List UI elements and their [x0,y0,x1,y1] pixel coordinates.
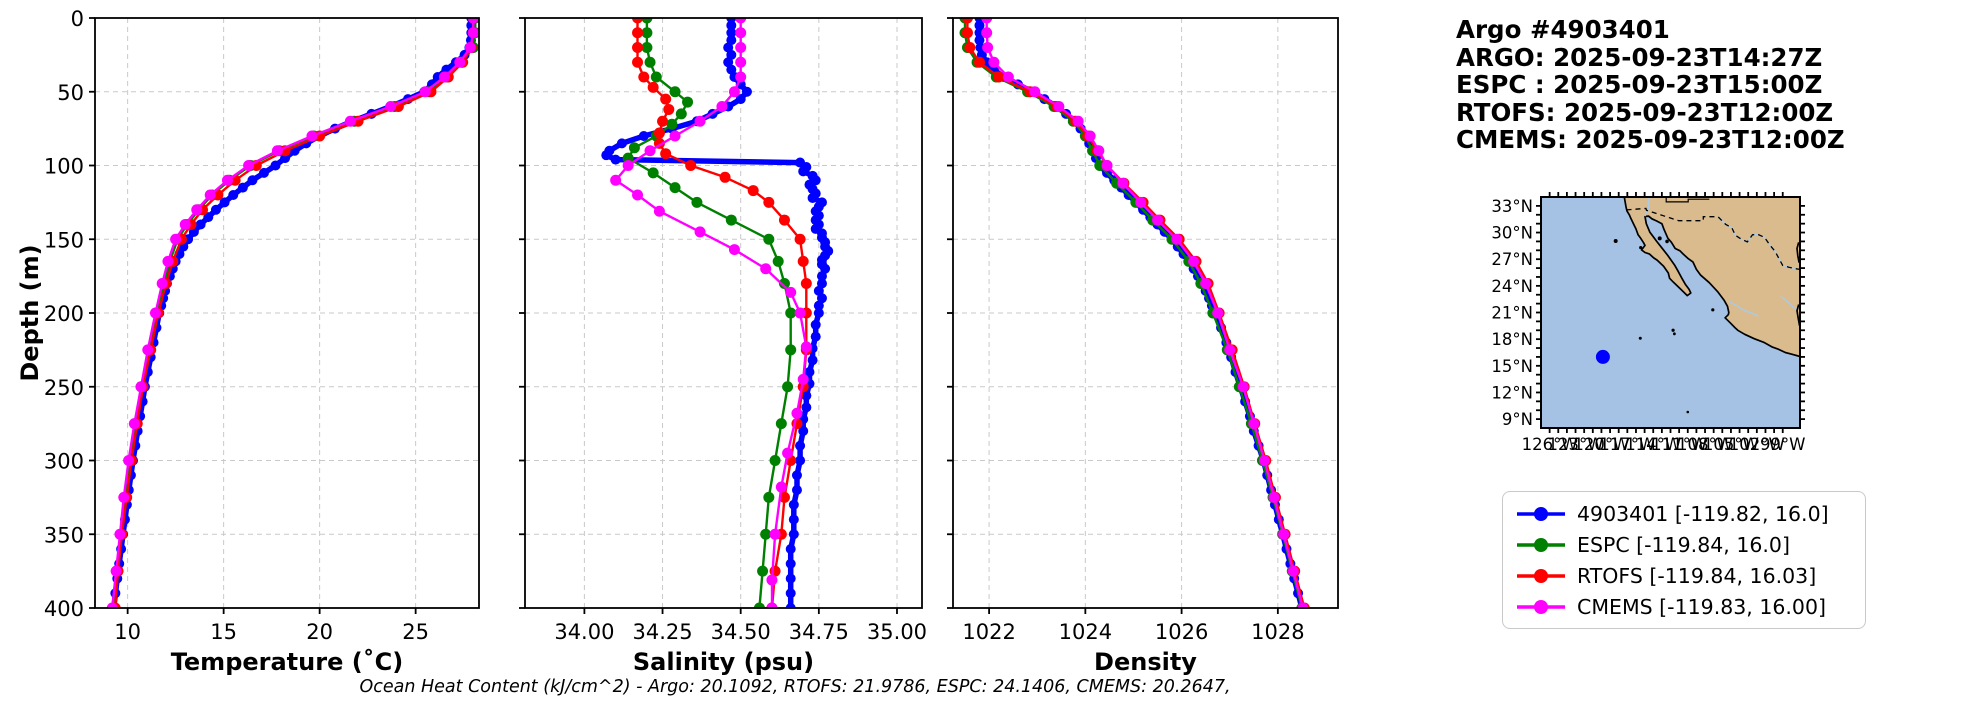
title-block: Argo #4903401 ARGO: 2025-09-23T14:27Z ES… [1456,16,1845,154]
svg-text:15: 15 [210,620,237,644]
svg-text:0: 0 [71,7,84,31]
svg-text:99°W: 99°W [1760,435,1806,454]
svg-text:123°W: 123°W [1548,435,1604,454]
svg-text:9°N: 9°N [1502,410,1533,429]
svg-text:117°W: 117°W [1599,435,1655,454]
svg-text:1022: 1022 [962,620,1015,644]
y-axis-title: Depth (m) [16,244,44,382]
svg-text:10: 10 [114,620,141,644]
svg-text:1026: 1026 [1155,620,1208,644]
legend-label: ESPC [-119.84, 16.0] [1577,532,1790,557]
line-marker-icon [1517,568,1565,583]
line-marker-icon [1517,599,1565,614]
svg-text:34.25: 34.25 [632,620,692,644]
svg-text:33°N: 33°N [1491,197,1533,216]
svg-text:200: 200 [44,302,84,326]
svg-text:108°W: 108°W [1677,435,1733,454]
legend-label: CMEMS [-119.83, 16.00] [1577,594,1827,619]
svg-text:18°N: 18°N [1491,330,1533,349]
svg-text:Temperature (˚C): Temperature (˚C) [171,648,404,676]
legend-item-argo: 4903401 [-119.82, 16.0] [1513,498,1865,529]
legend-item-espc: ESPC [-119.84, 16.0] [1513,529,1865,560]
svg-text:15°N: 15°N [1491,357,1533,376]
argo-timestamp: ARGO: 2025-09-23T14:27Z [1456,42,1823,72]
svg-text:300: 300 [44,450,84,474]
svg-text:102°W: 102°W [1729,435,1785,454]
svg-text:120°W: 120°W [1573,435,1629,454]
svg-text:111°W: 111°W [1651,435,1707,454]
svg-text:27°N: 27°N [1491,250,1533,269]
svg-text:100: 100 [44,155,84,179]
svg-text:Density: Density [1094,648,1197,676]
espc-timestamp: ESPC : 2025-09-23T15:00Z [1456,70,1823,99]
legend-item-rtofs: RTOFS [-119.84, 16.03] [1513,560,1865,591]
svg-text:150: 150 [44,228,84,252]
location-map: 33°N 30°N 27°N 24°N 21°N 18°N 15°N 12°N 9°N 126°W… [1490,150,1870,476]
ocean-heat-content-note: Ocean Heat Content (kJ/cm^2) - Argo: 20.… [359,677,1231,697]
svg-text:126°W: 126°W [1522,435,1578,454]
float-id-title: Argo #4903401 [1456,15,1670,44]
line-marker-icon [1517,506,1565,521]
svg-text:34.75: 34.75 [789,620,849,644]
svg-text:34.00: 34.00 [554,620,614,644]
svg-text:250: 250 [44,376,84,400]
svg-text:25: 25 [402,620,429,644]
legend-label: 4903401 [-119.82, 16.0] [1577,501,1829,526]
legend: 4903401 [-119.82, 16.0] ESPC [-119.84, 1… [1502,491,1866,629]
svg-text:1024: 1024 [1059,620,1112,644]
svg-text:350: 350 [44,523,84,547]
svg-text:50: 50 [57,81,84,105]
map-canvas: 33°N 30°N 27°N 24°N 21°N 18°N 15°N 12°N 9°N 126°W… [1491,192,1806,454]
svg-text:400: 400 [44,597,84,621]
svg-text:114°W: 114°W [1625,435,1681,454]
svg-text:1028: 1028 [1251,620,1304,644]
svg-text:Salinity (psu): Salinity (psu) [633,648,814,676]
svg-text:30°N: 30°N [1491,224,1533,243]
svg-text:24°N: 24°N [1491,277,1533,296]
svg-text:34.50: 34.50 [711,620,771,644]
legend-label: RTOFS [-119.84, 16.03] [1577,563,1817,588]
rtofs-timestamp: RTOFS: 2025-09-23T12:00Z [1456,97,1834,127]
line-marker-icon [1517,537,1565,552]
svg-text:20: 20 [306,620,333,644]
svg-text:21°N: 21°N [1491,304,1533,323]
legend-item-cmems: CMEMS [-119.83, 16.00] [1513,591,1865,622]
svg-text:35.00: 35.00 [867,620,927,644]
cmems-timestamp: CMEMS: 2025-09-23T12:00Z [1456,125,1845,154]
svg-text:105°W: 105°W [1703,435,1759,454]
svg-text:12°N: 12°N [1491,383,1533,402]
